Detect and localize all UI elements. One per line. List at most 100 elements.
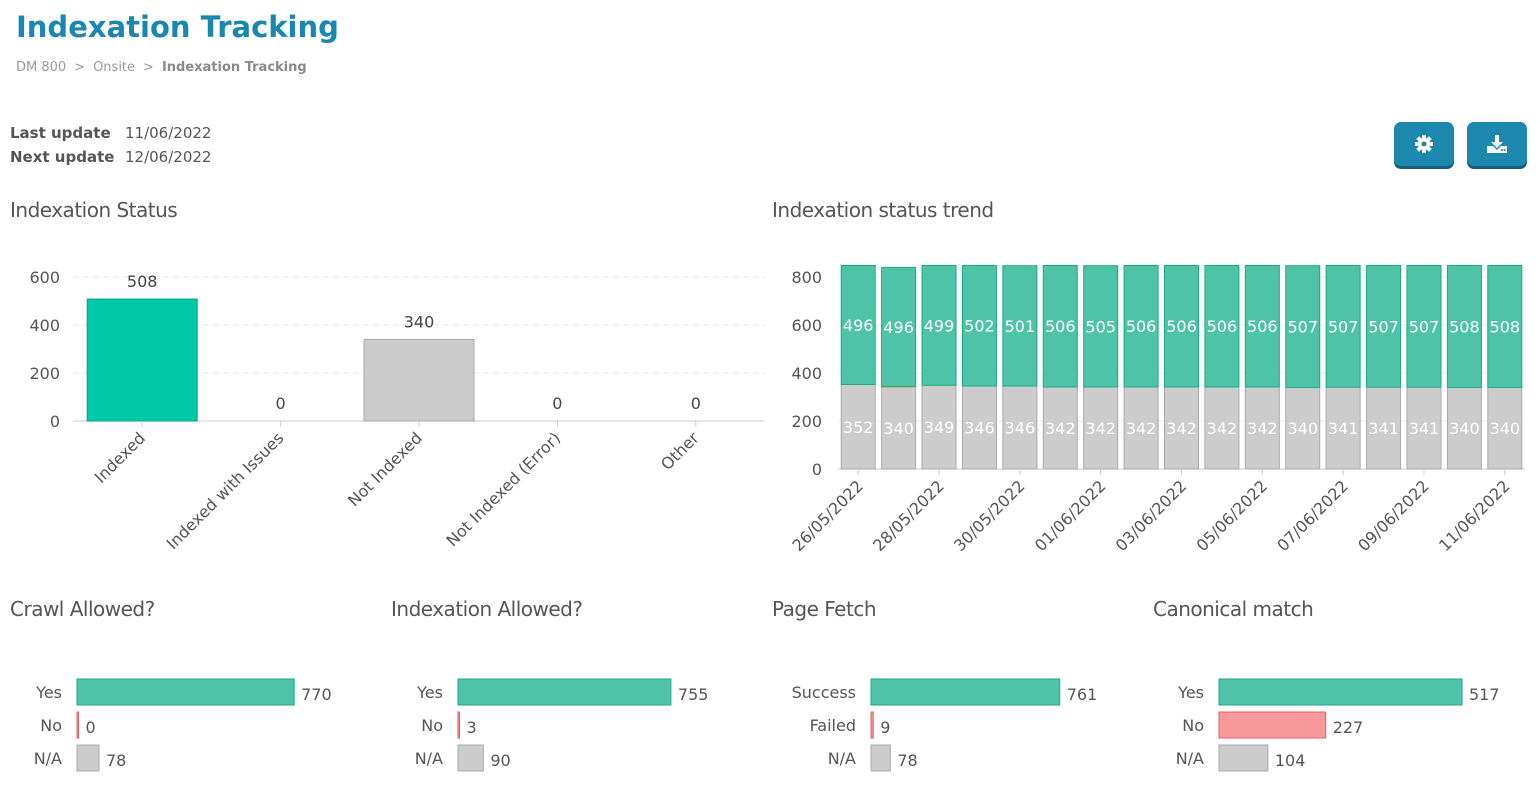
data-label: 507 [1328, 317, 1359, 336]
stacked-bar-segment [1487, 264, 1523, 388]
data-label: 340 [1449, 419, 1480, 438]
stacked-bar-segment [1204, 386, 1240, 470]
stacked-bar-segment [1406, 264, 1442, 388]
stacked-bar-segment [1285, 386, 1321, 470]
x-tick-label: Other [657, 428, 703, 474]
data-label: 227 [1333, 718, 1364, 737]
data-label: 502 [964, 317, 995, 336]
y-tick-label: 200 [29, 364, 60, 383]
bar [86, 298, 198, 422]
data-label: 342 [1045, 419, 1076, 438]
data-label: 501 [1005, 317, 1036, 336]
stacked-bar-segment [1042, 386, 1078, 470]
bar [1218, 678, 1463, 706]
indexation-allowed-chart-title: Indexation Allowed? [391, 597, 583, 621]
page-fetch-chart-title: Page Fetch [772, 597, 877, 621]
data-label: 0 [86, 718, 96, 737]
download-icon [1487, 135, 1507, 153]
bar [870, 678, 1061, 706]
last-update-label: Last update [10, 124, 111, 142]
stacked-bar-segment [881, 266, 917, 387]
stacked-bar-segment [1204, 264, 1240, 388]
data-label: 342 [1207, 419, 1238, 438]
data-label: 340 [1490, 419, 1521, 438]
data-label: 508 [127, 272, 158, 291]
data-label: 78 [897, 751, 917, 770]
data-label: 761 [1067, 685, 1098, 704]
breadcrumb-separator: > [74, 60, 86, 75]
bar [76, 711, 79, 739]
stacked-bar-segment [961, 385, 997, 470]
data-label: 3 [467, 718, 477, 737]
data-label: 352 [843, 418, 874, 437]
y-tick-label: 800 [791, 268, 822, 287]
data-label: 506 [1247, 317, 1278, 336]
bar [457, 678, 672, 706]
category-label: Yes [1177, 683, 1204, 702]
stacked-bar-segment [1164, 264, 1199, 388]
stacked-bar-segment [1244, 264, 1280, 388]
data-label: 342 [1166, 419, 1197, 438]
stacked-bar-segment [921, 264, 957, 386]
category-label: Success [792, 683, 856, 702]
breadcrumb-separator: > [143, 60, 154, 75]
data-label: 517 [1469, 685, 1500, 704]
data-label: 340 [404, 312, 435, 331]
data-label: 499 [924, 316, 955, 335]
stacked-bar-segment [1325, 264, 1361, 388]
stacked-bar-segment [1366, 386, 1402, 470]
breadcrumb-item[interactable]: Onsite [93, 60, 136, 75]
data-label: 755 [678, 685, 709, 704]
bar [1218, 744, 1269, 772]
stacked-bar-segment [921, 384, 957, 470]
data-label: 346 [964, 418, 995, 437]
y-tick-label: 400 [29, 316, 60, 335]
category-label: No [421, 716, 443, 735]
trend-chart-title: Indexation status trend [772, 198, 994, 222]
bar [363, 338, 475, 422]
data-label: 341 [1328, 419, 1359, 438]
breadcrumb: DM 800 > Onsite > Indexation Tracking [16, 60, 307, 75]
y-tick-label: 600 [791, 316, 822, 335]
stacked-bar-segment [961, 264, 997, 387]
stacked-bar-segment [1446, 386, 1482, 470]
stacked-bar-segment [881, 386, 917, 470]
y-tick-label: 200 [791, 412, 822, 431]
data-label: 506 [1045, 317, 1076, 336]
data-label: 342 [1126, 419, 1157, 438]
y-tick-label: 0 [812, 460, 822, 479]
next-update-value: 12/06/2022 [125, 148, 212, 166]
data-label: 507 [1287, 318, 1318, 337]
breadcrumb-item[interactable]: DM 800 [16, 60, 67, 75]
data-label: 507 [1368, 317, 1399, 336]
stacked-bar-segment [840, 264, 876, 386]
category-label: Yes [35, 683, 62, 702]
bar [1218, 711, 1327, 739]
settings-button[interactable] [1394, 122, 1454, 166]
stacked-bar-segment [1083, 386, 1119, 470]
x-tick-label: 26/05/2022 [788, 476, 867, 555]
y-tick-label: 400 [791, 364, 822, 383]
next-update: Next update 12/06/2022 [10, 148, 211, 166]
x-tick-label: 01/06/2022 [1031, 476, 1110, 555]
bar [76, 678, 295, 706]
breadcrumb-current: Indexation Tracking [161, 60, 307, 75]
x-tick-label: 03/06/2022 [1112, 476, 1191, 555]
page-title: Indexation Tracking [16, 10, 339, 44]
stacked-bar-segment [1042, 264, 1078, 388]
last-update-value: 11/06/2022 [125, 124, 212, 142]
download-button[interactable] [1467, 122, 1527, 166]
data-label: 349 [924, 418, 955, 437]
category-label: N/A [34, 749, 62, 768]
category-label: Failed [810, 716, 856, 735]
bar [870, 744, 891, 772]
data-label: 496 [883, 318, 914, 337]
x-tick-label: 30/05/2022 [950, 476, 1029, 555]
stacked-bar-segment [1123, 386, 1159, 470]
data-label: 104 [1275, 751, 1306, 770]
x-tick-label: Not Indexed (Error) [442, 428, 564, 550]
stacked-bar-segment [1366, 264, 1402, 388]
x-tick-label: 11/06/2022 [1435, 476, 1514, 555]
y-tick-label: 0 [50, 412, 60, 431]
stacked-bar-segment [1406, 386, 1442, 470]
